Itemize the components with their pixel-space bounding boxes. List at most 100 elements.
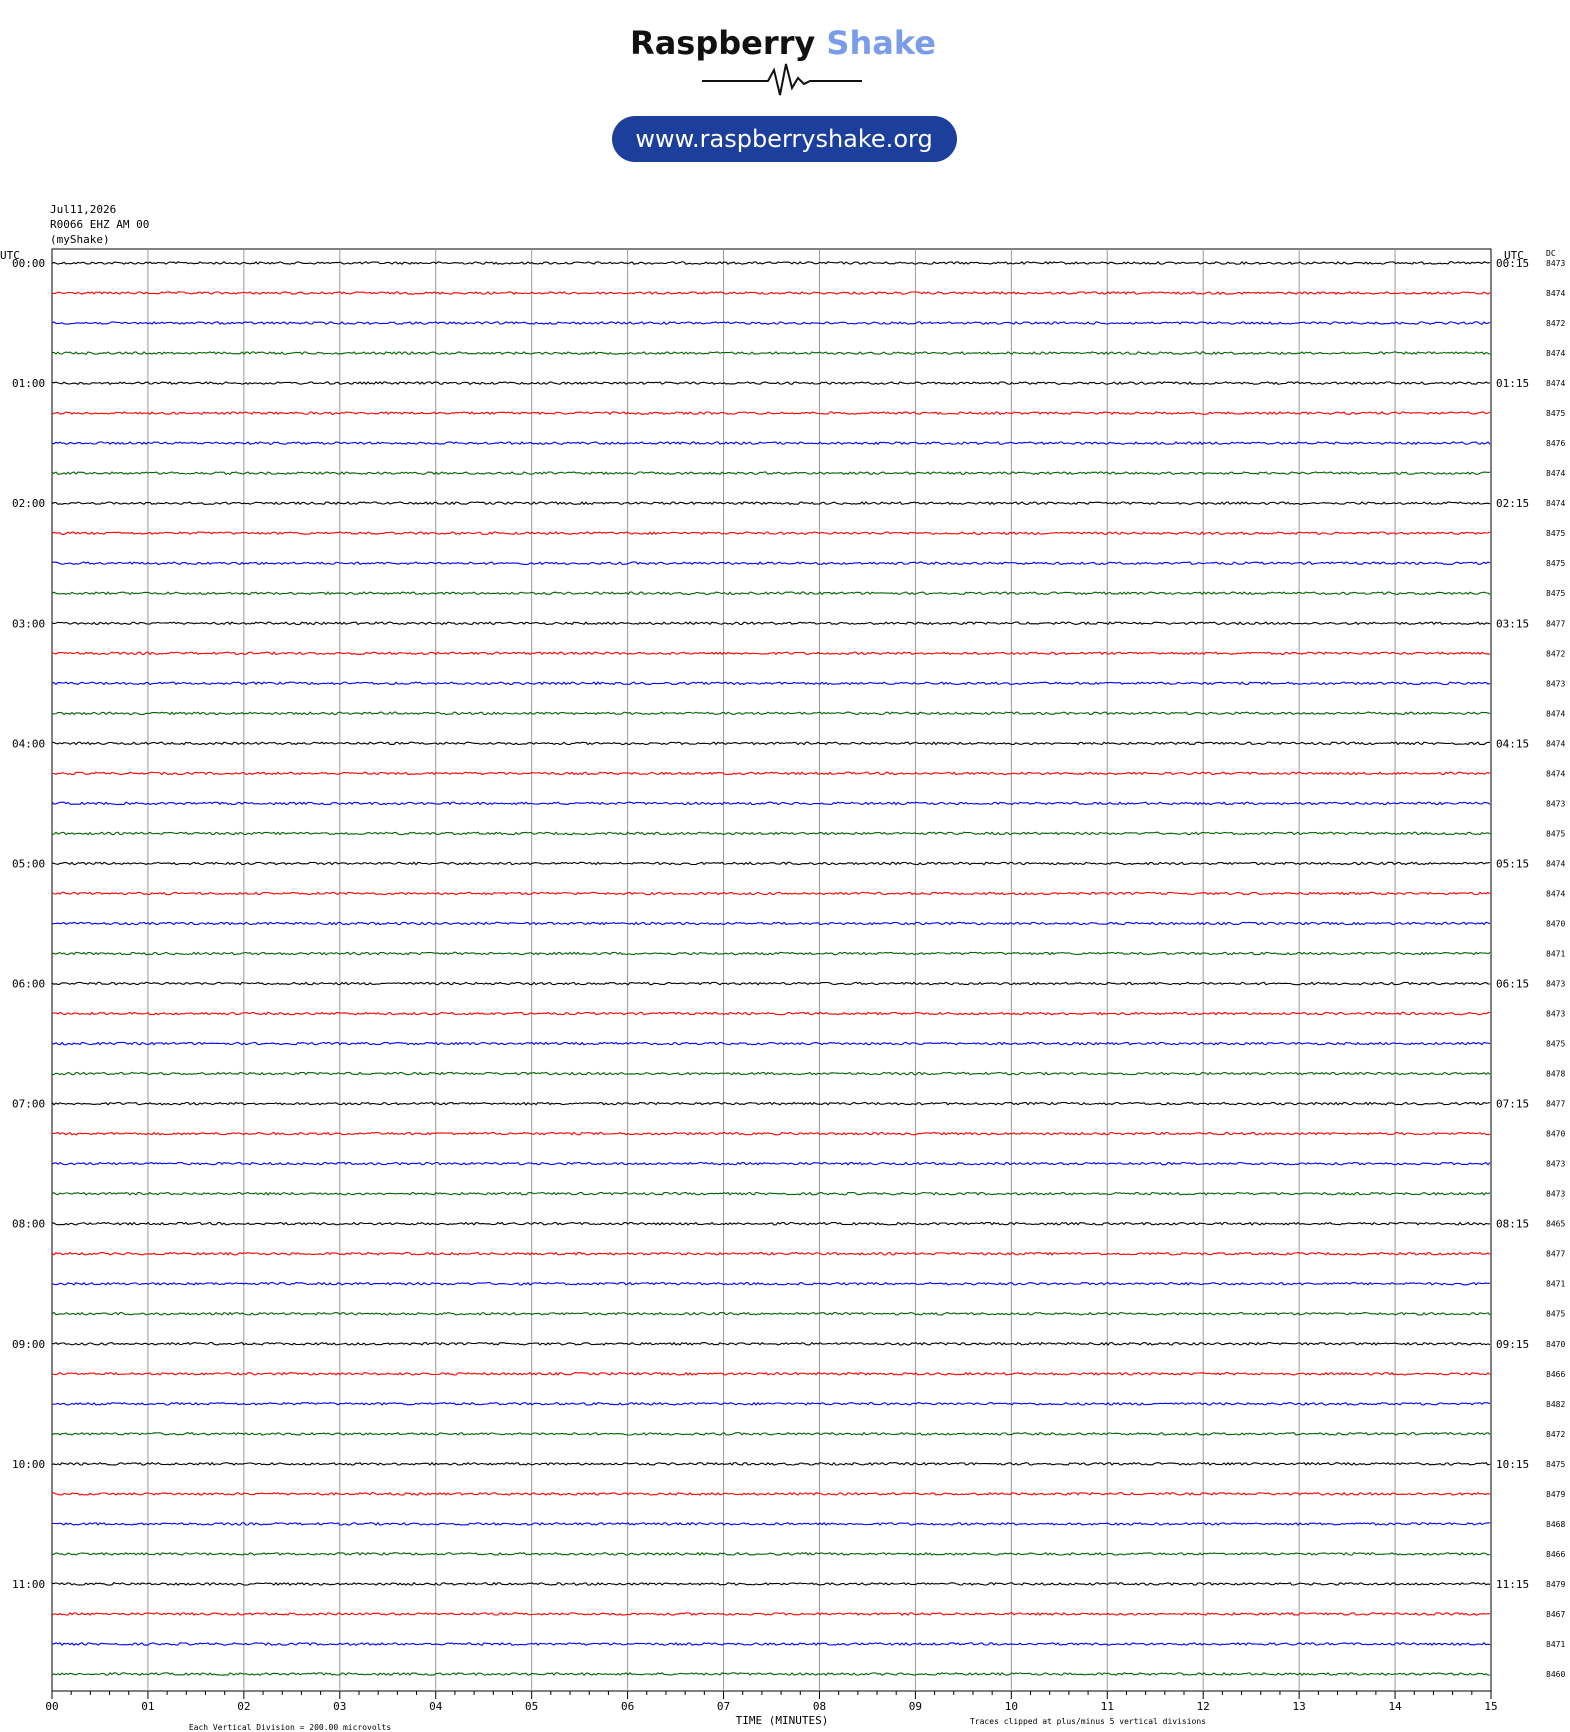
dc-value: 8475 — [1546, 589, 1565, 598]
trace — [52, 771, 1491, 776]
dc-value: 8474 — [1546, 499, 1565, 508]
dc-value: 8471 — [1546, 1640, 1565, 1649]
trace — [51, 831, 1491, 836]
dc-value: 8471 — [1546, 949, 1565, 958]
row-label-right: 08:15 — [1496, 1218, 1529, 1231]
right-axis-label: UTC — [1504, 249, 1524, 262]
dc-value: 8474 — [1546, 769, 1565, 778]
dc-value: 8475 — [1546, 409, 1565, 418]
station: R0066 EHZ AM 00 — [50, 218, 149, 231]
logo: Raspberry Shake — [630, 24, 936, 62]
dc-value: 8471 — [1546, 1280, 1565, 1289]
row-label-left: 06:00 — [12, 978, 45, 991]
dc-value: 8474 — [1546, 379, 1565, 388]
x-tick-label: 13 — [1293, 1700, 1306, 1713]
row-label-left: 07:00 — [12, 1098, 45, 1111]
trace — [51, 561, 1491, 566]
dc-value: 8473 — [1546, 980, 1565, 989]
trace — [51, 741, 1491, 746]
x-tick-label: 05 — [525, 1700, 538, 1713]
footer-right: Traces clipped at plus/minus 5 vertical … — [970, 1717, 1206, 1726]
left-axis-label: UTC — [0, 249, 20, 262]
trace — [52, 1011, 1491, 1016]
trace — [51, 1642, 1491, 1646]
row-label-left: 05:00 — [12, 857, 45, 870]
row-label-left: 09:00 — [12, 1338, 45, 1351]
dc-value: 8473 — [1546, 799, 1565, 808]
trace — [51, 651, 1491, 656]
x-tick-label: 02 — [237, 1700, 250, 1713]
row-label-left: 08:00 — [12, 1218, 45, 1231]
trace — [51, 951, 1491, 956]
trace — [51, 921, 1491, 926]
dc-value: 8465 — [1546, 1220, 1565, 1229]
dc-value: 8473 — [1546, 679, 1565, 688]
source: (myShake) — [50, 233, 110, 246]
dc-value: 8478 — [1546, 1070, 1565, 1079]
x-tick-label: 15 — [1484, 1700, 1497, 1713]
dc-value: 8479 — [1546, 1580, 1565, 1589]
x-tick-label: 09 — [909, 1700, 922, 1713]
row-label-right: 00:15 — [1496, 257, 1529, 270]
row-label-right: 03:15 — [1496, 617, 1529, 630]
trace — [51, 351, 1491, 356]
trace — [51, 1221, 1491, 1226]
trace — [51, 1431, 1491, 1436]
row-label-right: 10:15 — [1496, 1458, 1529, 1471]
trace — [51, 801, 1491, 806]
trace — [51, 1071, 1491, 1076]
row-label-left: 01:00 — [12, 377, 45, 390]
dc-value: 8468 — [1546, 1520, 1565, 1529]
dc-value: 8474 — [1546, 739, 1565, 748]
dc-value: 8474 — [1546, 289, 1565, 298]
row-label-right: 04:15 — [1496, 737, 1529, 750]
dc-value: 8470 — [1546, 1130, 1565, 1139]
trace — [51, 621, 1491, 626]
trace — [51, 260, 1491, 265]
dc-value: 8474 — [1546, 709, 1565, 718]
trace — [51, 291, 1491, 295]
row-label-left: 10:00 — [12, 1458, 45, 1471]
dc-value: 8466 — [1546, 1370, 1565, 1379]
trace — [51, 531, 1491, 536]
dc-value: 8475 — [1546, 1310, 1565, 1319]
trace — [51, 1611, 1491, 1617]
trace — [51, 861, 1491, 866]
dc-value: 8473 — [1546, 259, 1565, 268]
dc-value: 8477 — [1546, 1250, 1565, 1259]
trace — [51, 1311, 1491, 1316]
trace — [51, 1041, 1491, 1046]
trace — [51, 1251, 1491, 1256]
trace — [51, 981, 1491, 986]
dc-value: 8474 — [1546, 859, 1565, 868]
trace — [51, 1581, 1491, 1586]
row-label-left: 02:00 — [12, 497, 45, 510]
trace — [51, 711, 1491, 716]
x-tick-label: 04 — [429, 1700, 443, 1713]
trace — [51, 411, 1491, 416]
x-tick-label: 08 — [813, 1700, 826, 1713]
trace — [52, 1401, 1491, 1406]
dc-value: 8479 — [1546, 1490, 1565, 1499]
url-pill[interactable] — [612, 116, 957, 162]
footer-left: Each Vertical Division = 200.00 microvol… — [189, 1723, 391, 1732]
dc-value: 8474 — [1546, 469, 1565, 478]
x-axis-label: TIME (MINUTES) — [736, 1714, 829, 1727]
x-tick-label: 10 — [1005, 1700, 1018, 1713]
dc-value: 8475 — [1546, 1040, 1565, 1049]
x-tick-label: 01 — [141, 1700, 154, 1713]
brand: Raspberry — [630, 24, 815, 62]
row-label-right: 06:15 — [1496, 978, 1529, 991]
trace — [51, 1371, 1491, 1376]
row-label-left: 11:00 — [12, 1578, 45, 1591]
dc-value: 8475 — [1546, 829, 1565, 838]
dc-value: 8474 — [1546, 889, 1565, 898]
trace — [51, 1551, 1491, 1556]
trace — [51, 1341, 1491, 1346]
row-label-right: 02:15 — [1496, 497, 1529, 510]
x-tick-label: 14 — [1388, 1700, 1402, 1713]
url[interactable]: www.raspberryshake.org — [635, 125, 932, 153]
x-tick-label: 03 — [333, 1700, 346, 1713]
x-tick-label: 12 — [1197, 1700, 1210, 1713]
row-label-left: 00:00 — [12, 257, 45, 270]
